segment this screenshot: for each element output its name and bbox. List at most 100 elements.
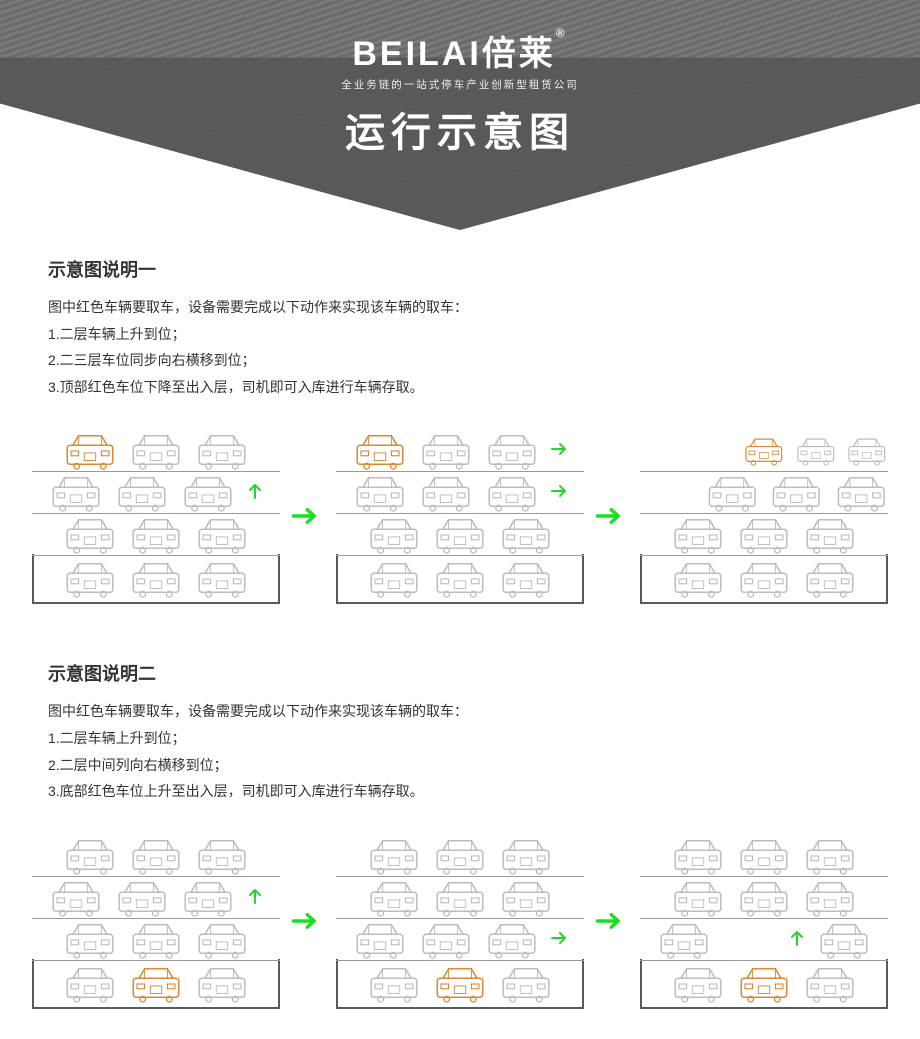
section-1-intro: 图中红色车辆要取车，设备需要完成以下动作来实现该车辆的取车： [48, 294, 872, 321]
stage-arrow [292, 906, 324, 936]
parking-level [336, 470, 584, 512]
car-icon [743, 432, 785, 470]
car-icon [194, 921, 250, 959]
car-icon [418, 921, 474, 959]
diagram-stage [32, 428, 280, 604]
car-icon [498, 516, 554, 554]
car-icon [802, 965, 858, 1003]
car-icon [62, 921, 118, 959]
arrow-right-icon [292, 501, 324, 531]
car-icon [484, 921, 540, 959]
car-icon [816, 921, 872, 959]
car-icon [62, 560, 118, 598]
header-banner: BEILAI倍莱® 全业务链的一站式停车产业创新型租赁公司 运行示意图 [0, 0, 920, 230]
pit-level [32, 554, 280, 604]
diagram-stage [640, 833, 888, 1009]
parking-level [640, 470, 888, 512]
car-icon [484, 474, 540, 512]
car-icon [366, 516, 422, 554]
car-icon [670, 560, 726, 598]
car-icon [128, 837, 184, 875]
car-icon [736, 879, 792, 917]
car-icon [48, 879, 104, 917]
diagram-row-1 [0, 410, 920, 634]
section-2-step1: 1.二层车辆上升到位； [48, 725, 872, 752]
car-icon [62, 516, 118, 554]
brand-tagline: 全业务链的一站式停车产业创新型租赁公司 [0, 77, 920, 92]
brand-text: BEILAI倍莱 [352, 35, 555, 73]
car-icon [670, 965, 726, 1003]
car-icon [432, 560, 488, 598]
car-icon [432, 516, 488, 554]
arrow-right-icon [596, 906, 628, 936]
car-icon [194, 516, 250, 554]
car-icon [418, 474, 474, 512]
section-2-step2: 2.二层中间列向右横移到位； [48, 752, 872, 779]
parking-level [640, 512, 888, 554]
car-icon [846, 432, 888, 470]
car-icon [670, 516, 726, 554]
car-icon [194, 432, 250, 470]
move-right-icon [550, 929, 568, 947]
pit-level [336, 554, 584, 604]
page-title: 运行示意图 [0, 100, 920, 158]
car-icon [366, 560, 422, 598]
section-1-heading: 示意图说明一 [48, 256, 872, 282]
car-icon [194, 965, 250, 1003]
car-icon [128, 560, 184, 598]
arrow-right-icon [596, 501, 628, 531]
move-right-icon [550, 482, 568, 500]
pit-level [640, 554, 888, 604]
car-icon [352, 921, 408, 959]
car-icon [352, 432, 408, 470]
car-icon [62, 432, 118, 470]
car-icon [498, 560, 554, 598]
parking-level [640, 428, 888, 470]
car-icon [128, 516, 184, 554]
car-icon [366, 837, 422, 875]
car-icon [802, 560, 858, 598]
stage-arrow [596, 906, 628, 936]
move-up-icon [788, 929, 806, 947]
car-icon [128, 432, 184, 470]
car-icon [498, 965, 554, 1003]
car-icon [484, 432, 540, 470]
car-icon [656, 921, 712, 959]
car-icon [736, 560, 792, 598]
car-icon [366, 879, 422, 917]
car-icon [194, 560, 250, 598]
parking-level [32, 428, 280, 470]
pit-level [32, 959, 280, 1009]
parking-level [336, 512, 584, 554]
parking-level [32, 875, 280, 917]
car-icon [498, 879, 554, 917]
section-1-step2: 2.二三层车位同步向右横移到位； [48, 347, 872, 374]
diagram-stage [640, 428, 888, 604]
car-icon [670, 879, 726, 917]
car-icon [769, 474, 824, 512]
section-2-heading: 示意图说明二 [48, 660, 872, 686]
move-up-icon [246, 887, 264, 905]
car-icon [736, 837, 792, 875]
parking-level [336, 833, 584, 875]
empty-slot [640, 432, 682, 470]
car-icon [180, 474, 236, 512]
car-icon [366, 965, 422, 1003]
section-2-text: 示意图说明二 图中红色车辆要取车，设备需要完成以下动作来实现该车辆的取车： 1.… [0, 634, 920, 814]
arrow-right-icon [292, 906, 324, 936]
stage-arrow [596, 501, 628, 531]
parking-level [32, 833, 280, 875]
empty-slot [722, 921, 778, 959]
parking-level [336, 917, 584, 959]
diagram-row-2 [0, 815, 920, 1039]
parking-level [640, 875, 888, 917]
car-icon [432, 879, 488, 917]
car-icon [834, 474, 889, 512]
section-1-step1: 1.二层车辆上升到位； [48, 321, 872, 348]
empty-slot [692, 432, 734, 470]
car-icon [48, 474, 104, 512]
car-icon [180, 879, 236, 917]
car-icon [802, 837, 858, 875]
parking-level [32, 470, 280, 512]
move-up-icon [246, 482, 264, 500]
